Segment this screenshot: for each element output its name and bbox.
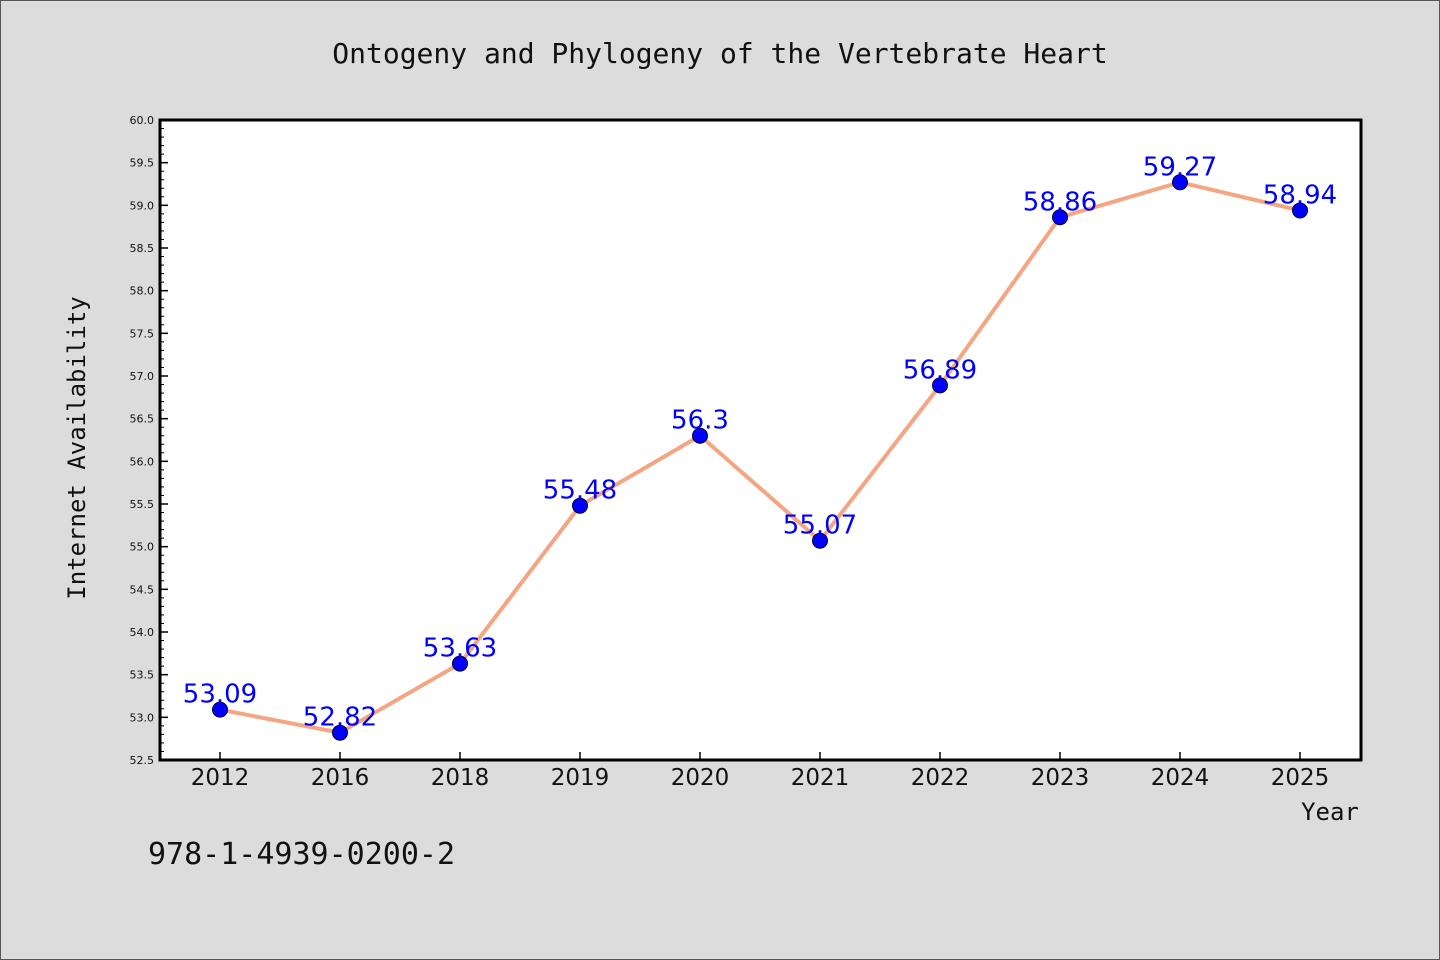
series-markers [212, 174, 1308, 741]
x-tick-label: 2016 [311, 765, 370, 791]
plot-border [158, 118, 1363, 762]
data-point-marker [452, 655, 468, 672]
x-tick-label: 2022 [911, 765, 970, 791]
data-point-marker [1292, 202, 1308, 219]
data-point-marker [212, 701, 228, 718]
y-tick-label: 54.0 [130, 626, 155, 639]
data-point-marker [932, 377, 948, 394]
y-tick-label: 59.5 [130, 157, 155, 170]
data-point-label: 56.3 [671, 406, 729, 436]
x-tick-label: 2019 [551, 765, 610, 791]
x-tick-label: 2012 [191, 765, 250, 791]
y-tick-label: 58.0 [130, 285, 155, 298]
isbn-text: 978-1-4939-0200-2 [148, 837, 455, 872]
data-point-label: 55.48 [543, 476, 617, 506]
plot-area [160, 120, 1361, 760]
y-tick-label: 56.5 [130, 413, 155, 426]
data-point-label: 58.94 [1263, 180, 1337, 210]
y-tick-label: 54.5 [130, 583, 155, 596]
y-tick-label: 53.5 [130, 669, 155, 682]
x-axis: 2012 2016 2018 2019 2020 2021 2022 2023 2024 2025 [191, 752, 1330, 791]
y-tick-label: 52.5 [130, 754, 155, 767]
data-point-marker [812, 532, 828, 549]
data-point-label: 58.86 [1023, 187, 1097, 217]
data-point-marker [1052, 209, 1068, 226]
y-axis: 52.5 53.0 53.5 54.0 54.5 55.0 55.5 56.0 56.5 57.0… [130, 114, 168, 767]
y-tick-label: 60.0 [130, 114, 155, 127]
y-tick-label: 57.0 [130, 370, 155, 383]
data-point-label: 55.07 [783, 511, 857, 541]
series-line [219, 180, 1301, 735]
data-point-marker [692, 427, 708, 444]
y-tick-label: 56.0 [130, 455, 155, 468]
data-point-label: 52.82 [303, 703, 377, 733]
y-tick-label: 53.0 [130, 711, 155, 724]
data-point-label: 59.27 [1143, 152, 1217, 182]
data-labels: 53.09 52.82 53.63 55.48 56.3 55.07 56.89 58.86 5… [183, 152, 1337, 732]
data-point-marker [1172, 174, 1188, 191]
y-axis-label: Internet Availability [63, 296, 91, 599]
data-point-label: 53.09 [183, 680, 257, 710]
y-tick-label: 57.5 [130, 327, 155, 340]
y-tick-label: 55.5 [130, 498, 155, 511]
y-tick-label: 59.0 [130, 199, 155, 212]
data-point-marker [332, 724, 348, 741]
y-tick-label: 55.0 [130, 541, 155, 554]
y-tick-label: 58.5 [130, 242, 155, 255]
x-tick-label: 2021 [791, 765, 850, 791]
x-tick-label: 2025 [1271, 765, 1330, 791]
data-point-label: 53.63 [423, 634, 497, 664]
x-tick-label: 2020 [671, 765, 730, 791]
x-axis-label: Year [1301, 798, 1359, 826]
x-tick-label: 2024 [1151, 765, 1210, 791]
chart-title: Ontogeny and Phylogeny of the Vertebrate… [332, 37, 1107, 70]
x-tick-label: 2023 [1031, 765, 1090, 791]
data-point-label: 56.89 [903, 355, 977, 385]
x-tick-label: 2018 [431, 765, 490, 791]
data-point-marker [572, 497, 588, 514]
